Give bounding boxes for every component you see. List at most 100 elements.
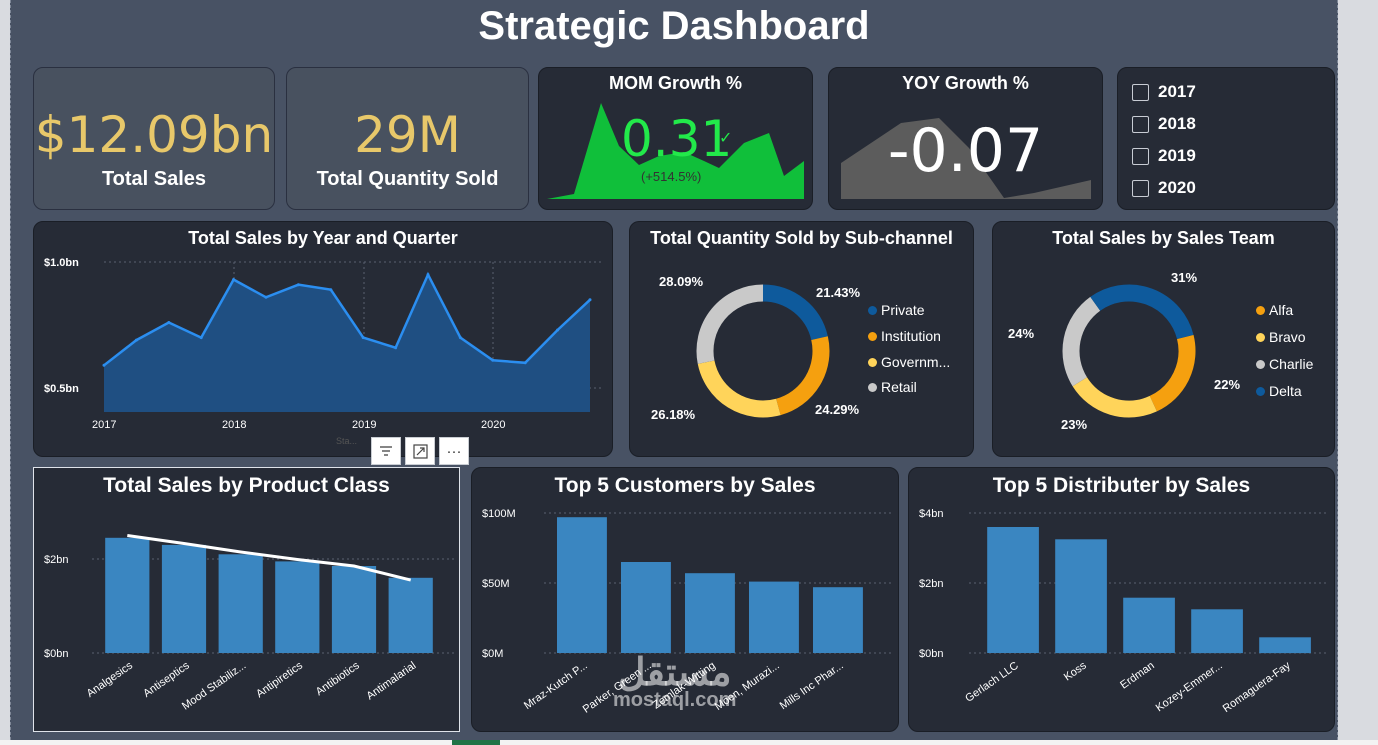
sales-by-product-class-card[interactable]: Total Sales by Product Class $2bn $0bn A… — [33, 467, 460, 732]
data-point — [199, 336, 203, 340]
legend-item-institution[interactable]: Institution — [868, 328, 941, 344]
pct-label: 31% — [1171, 270, 1197, 285]
slicer-item-2018[interactable]: 2018 — [1132, 114, 1196, 134]
x-tick-label: Analgesics — [85, 659, 136, 700]
donut-slice — [696, 284, 764, 364]
bar — [161, 544, 207, 653]
checkbox[interactable] — [1132, 83, 1149, 101]
mom-growth-value: 0.31 — [621, 110, 733, 168]
sales-by-product-class-title: Total Sales by Product Class — [103, 474, 390, 497]
legend-item-bravo[interactable]: Bravo — [1256, 329, 1306, 345]
total-quantity-value: 29M — [354, 106, 461, 164]
legend-label: Private — [881, 302, 925, 318]
pct-label: 22% — [1214, 377, 1240, 392]
trend-line — [127, 534, 412, 582]
x-tick-label: Mills Inc Phar... — [778, 660, 846, 713]
bar — [1191, 609, 1243, 654]
sales-by-team-card[interactable]: Total Sales by Sales Team 31% 22% 23% 24… — [992, 221, 1335, 457]
y-tick-label: $0M — [482, 648, 503, 660]
area-fill — [104, 274, 590, 412]
x-tick-label: Antibiotics — [314, 659, 362, 698]
x-tick-label: Mraz-Kutch P... — [522, 660, 590, 712]
yoy-growth-card[interactable]: YOY Growth % -0.07 — [828, 67, 1103, 210]
x-tick-label: 2017 — [92, 419, 116, 431]
top-customers-card[interactable]: Top 5 Customers by Sales $100M $50M $0M … — [471, 467, 899, 732]
watermark-arabic: مستقل — [617, 652, 732, 694]
data-point — [134, 338, 138, 342]
y-tick-label: $0bn — [44, 648, 68, 660]
slicer-item-2019[interactable]: 2019 — [1132, 146, 1196, 166]
data-point — [523, 361, 527, 365]
checkbox[interactable] — [1132, 115, 1149, 133]
legend-label: Alfa — [1269, 302, 1294, 318]
total-sales-card[interactable]: $12.09bn Total Sales — [33, 67, 275, 210]
mostaql-watermark: مستقل mostaql.com — [613, 650, 736, 712]
mom-growth-delta: (+514.5%) — [641, 169, 702, 184]
slicer-item-2020[interactable]: 2020 — [1132, 178, 1196, 198]
slicer-item-label: 2019 — [1158, 146, 1196, 165]
data-point — [232, 278, 236, 282]
sales-team-donut: 31% 22% 23% 24% — [1008, 270, 1240, 432]
checkbox[interactable] — [1132, 147, 1149, 165]
x-tick-label: 2020 — [481, 419, 505, 431]
slicer-item-label: 2020 — [1158, 178, 1196, 197]
yoy-growth-value: -0.07 — [887, 116, 1044, 186]
y-tick-label: $0bn — [919, 648, 943, 660]
slicer-item-label: 2017 — [1158, 82, 1196, 101]
legend-label: Governm... — [881, 354, 951, 370]
legend-item-alfa[interactable]: Alfa — [1256, 302, 1293, 318]
filter-icon[interactable] — [371, 437, 401, 465]
sales-by-year-quarter-card[interactable]: Total Sales by Year and Quarter $1.0bn $… — [33, 221, 613, 457]
top-distributors-title: Top 5 Distributer by Sales — [992, 474, 1251, 497]
bar — [557, 517, 607, 653]
slicer-item-2017[interactable]: 2017 — [1132, 82, 1196, 102]
focus-mode-icon[interactable] — [405, 437, 435, 465]
legend-dot — [868, 357, 877, 367]
checkmark-icon: ✓ — [719, 130, 733, 147]
legend-item-charlie[interactable]: Charlie — [1256, 356, 1313, 372]
donut-slice — [1090, 284, 1194, 340]
page-title: Strategic Dashboard — [478, 4, 870, 48]
legend-item-government[interactable]: Governm... — [868, 354, 950, 370]
x-tick-label: Koss — [1062, 659, 1089, 683]
y-tick-label: $2bn — [44, 554, 68, 566]
x-tick-label: 2018 — [222, 419, 246, 431]
year-slicer[interactable]: 2017 2018 2019 2020 — [1117, 67, 1335, 210]
legend-item-private[interactable]: Private — [868, 302, 925, 318]
sales-by-year-quarter-title: Total Sales by Year and Quarter — [188, 228, 458, 248]
donut-slice — [775, 336, 830, 416]
mom-growth-card[interactable]: MOM Growth % 0.31 ✓ (+514.5%) — [538, 67, 813, 210]
x-tick-label: Gerlach LLC — [963, 660, 1021, 705]
qty-by-subchannel-title: Total Quantity Sold by Sub-channel — [650, 228, 953, 248]
focus-mode-icon-glyph — [412, 443, 428, 459]
bar — [275, 561, 320, 653]
pct-label: 28.09% — [659, 274, 704, 289]
bar — [685, 573, 735, 653]
donut-slice — [1149, 334, 1196, 412]
qty-by-subchannel-card[interactable]: Total Quantity Sold by Sub-channel 21.43… — [629, 221, 974, 457]
top-customers-title: Top 5 Customers by Sales — [554, 474, 816, 497]
bar — [105, 537, 150, 653]
checkbox[interactable] — [1132, 179, 1149, 197]
legend-item-retail[interactable]: Retail — [868, 379, 917, 395]
top-distributors-card[interactable]: Top 5 Distributer by Sales $4bn $2bn $0b… — [908, 467, 1335, 732]
data-point — [458, 336, 462, 340]
y-tick-label: $100M — [482, 508, 516, 520]
bar — [1055, 539, 1107, 654]
more-options-icon[interactable]: ··· — [439, 437, 469, 465]
x-tick-label: Romaguera-Fay — [1221, 659, 1293, 715]
filter-icon-glyph — [380, 446, 392, 456]
x-tick-label: Antipiretics — [254, 659, 305, 700]
yoy-sparkline — [841, 118, 1091, 199]
x-tick-label: Kozey-Emmer... — [1154, 660, 1225, 715]
x-tick-label: 2019 — [352, 419, 376, 431]
slicer-item-label: 2018 — [1158, 114, 1196, 133]
top-customers-bar-chart: $100M $50M $0M Mraz-Kutch P...Parker, Gr… — [482, 508, 892, 716]
legend-item-delta[interactable]: Delta — [1256, 383, 1302, 399]
total-quantity-card[interactable]: 29M Total Quantity Sold — [286, 67, 529, 210]
legend-dot — [868, 305, 877, 315]
x-tick-label: Antiseptics — [141, 659, 192, 700]
bottom-status-bar — [0, 740, 1378, 745]
bar — [987, 527, 1039, 653]
